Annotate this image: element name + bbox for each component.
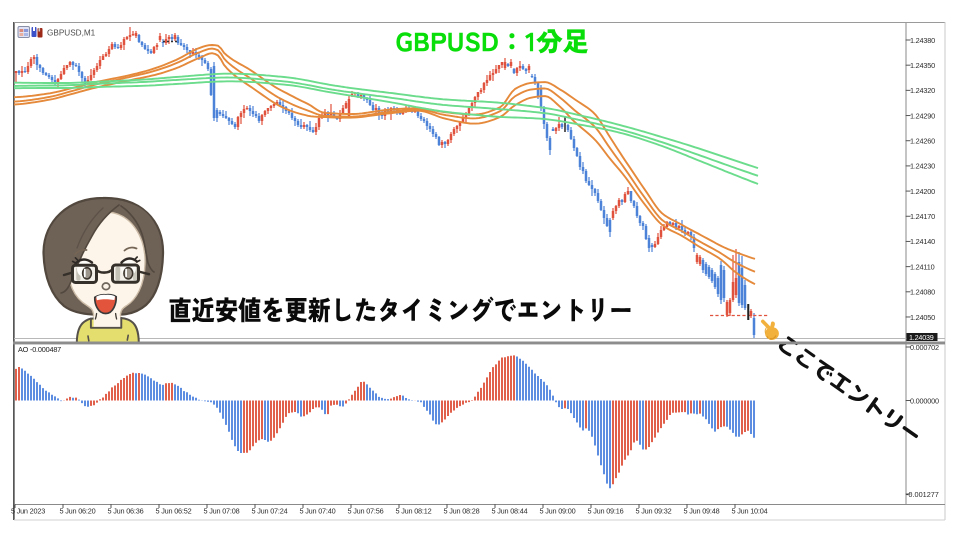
svg-text:1.24140: 1.24140 (910, 237, 935, 246)
svg-text:1.24080: 1.24080 (910, 288, 935, 297)
svg-text:5 Jun 08:44: 5 Jun 08:44 (492, 507, 528, 516)
svg-text:5 Jun 06:52: 5 Jun 06:52 (156, 507, 192, 516)
svg-text:5 Jun 06:36: 5 Jun 06:36 (108, 507, 144, 516)
svg-text:1.24230: 1.24230 (910, 162, 935, 171)
svg-text:0.000702: 0.000702 (910, 343, 939, 352)
svg-text:1.24260: 1.24260 (910, 137, 935, 146)
svg-text:5 Jun 08:12: 5 Jun 08:12 (396, 507, 432, 516)
svg-text:1.24050: 1.24050 (910, 313, 935, 322)
svg-text:5 Jun 07:08: 5 Jun 07:08 (204, 507, 240, 516)
svg-text:5 Jun 09:00: 5 Jun 09:00 (540, 507, 576, 516)
svg-text:GBPUSD,M1: GBPUSD,M1 (47, 29, 96, 38)
svg-text:5 Jun 2023: 5 Jun 2023 (11, 507, 45, 516)
svg-text:1.24380: 1.24380 (910, 36, 935, 45)
svg-text:5 Jun 09:32: 5 Jun 09:32 (636, 507, 672, 516)
svg-text:5 Jun 07:24: 5 Jun 07:24 (252, 507, 288, 516)
svg-text:0.000000: 0.000000 (910, 396, 939, 405)
svg-text:5 Jun 07:40: 5 Jun 07:40 (300, 507, 336, 516)
svg-text:1.24039: 1.24039 (909, 333, 934, 342)
svg-text:5 Jun 09:16: 5 Jun 09:16 (588, 507, 624, 516)
svg-text:1.24290: 1.24290 (910, 111, 935, 120)
svg-text:-0.001277: -0.001277 (906, 490, 939, 499)
svg-text:5 Jun 10:04: 5 Jun 10:04 (732, 507, 768, 516)
svg-text:AO -0.000487: AO -0.000487 (18, 345, 61, 354)
svg-text:1.24110: 1.24110 (910, 262, 935, 271)
svg-text:5 Jun 09:48: 5 Jun 09:48 (684, 507, 720, 516)
svg-text:1.24200: 1.24200 (910, 187, 935, 196)
svg-text:5 Jun 08:28: 5 Jun 08:28 (444, 507, 480, 516)
svg-text:5 Jun 07:56: 5 Jun 07:56 (348, 507, 384, 516)
svg-text:1.24350: 1.24350 (910, 61, 935, 70)
svg-text:1.24320: 1.24320 (910, 86, 935, 95)
svg-text:5 Jun 06:20: 5 Jun 06:20 (60, 507, 96, 516)
svg-text:1.24170: 1.24170 (910, 212, 935, 221)
